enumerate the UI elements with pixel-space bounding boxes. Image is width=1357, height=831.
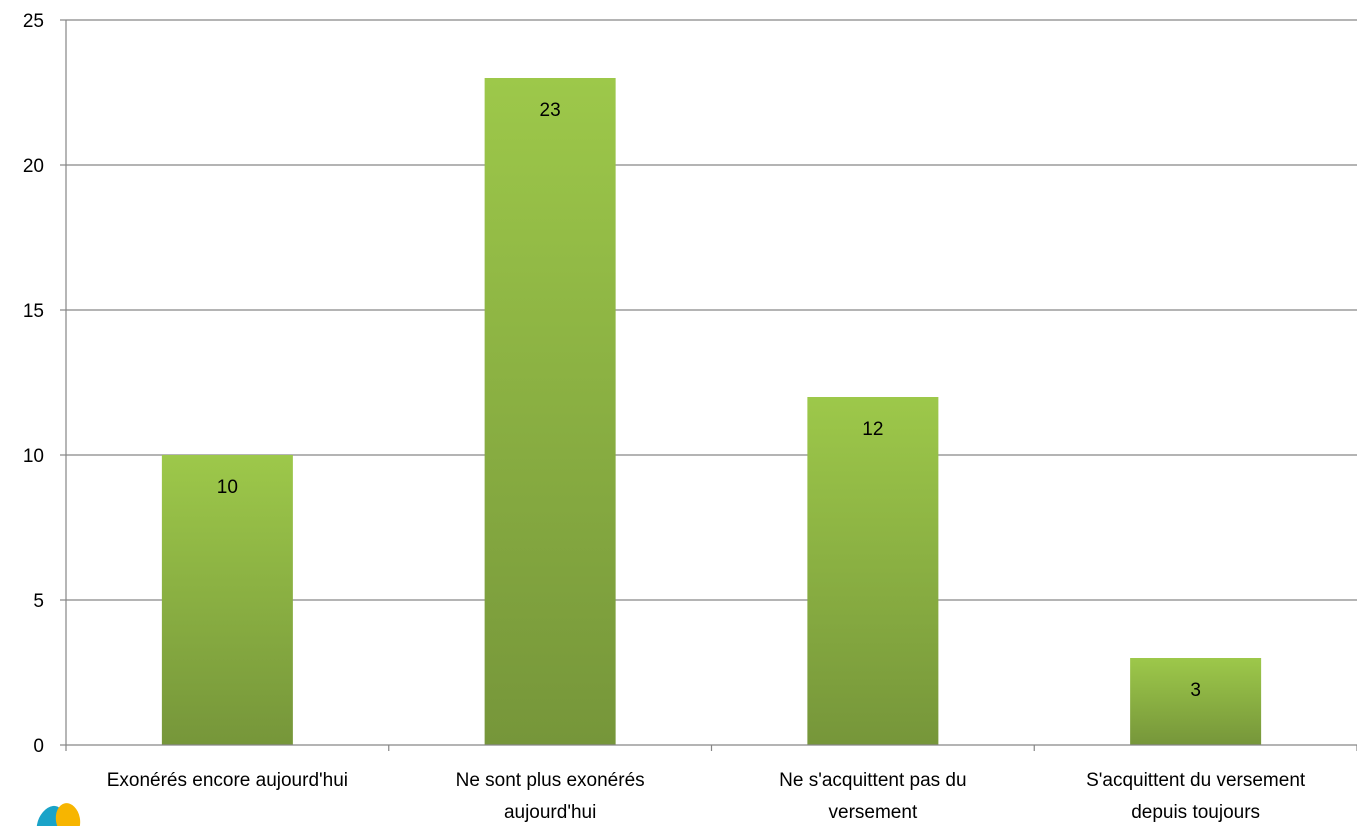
x-tick-label: Exonérés encore aujourd'hui: [107, 770, 348, 791]
x-tick-label: aujourd'hui: [504, 802, 596, 823]
data-label: 12: [862, 419, 883, 440]
x-tick-label: versement: [829, 802, 918, 823]
x-tick-label: Ne sont plus exonérés: [456, 770, 645, 791]
y-tick-label: 0: [33, 736, 44, 757]
data-label: 10: [217, 477, 238, 498]
y-tick-label: 25: [23, 11, 44, 32]
axes: [60, 19, 1357, 751]
logo-yellow-shape: [55, 803, 81, 831]
x-tick-label: depuis toujours: [1131, 802, 1260, 823]
y-tick-label: 15: [23, 301, 44, 322]
bar: [484, 78, 616, 745]
bar: [1130, 658, 1262, 745]
data-label: 23: [540, 100, 561, 121]
logo-icon: [36, 803, 81, 831]
y-tick-label: 10: [23, 446, 44, 467]
bars: [161, 78, 1262, 745]
y-tick-label: 20: [23, 156, 44, 177]
x-tick-label: Ne s'acquittent pas du: [779, 770, 966, 791]
labels: 0 5 10 15 20 25 10 23 12 3 Exonérés encore aujourd…: [23, 11, 1306, 823]
bar: [807, 397, 939, 745]
x-tick-label: S'acquittent du versement: [1086, 770, 1306, 791]
data-label: 3: [1190, 680, 1201, 701]
y-tick-label: 5: [33, 591, 44, 612]
bar: [161, 455, 293, 745]
